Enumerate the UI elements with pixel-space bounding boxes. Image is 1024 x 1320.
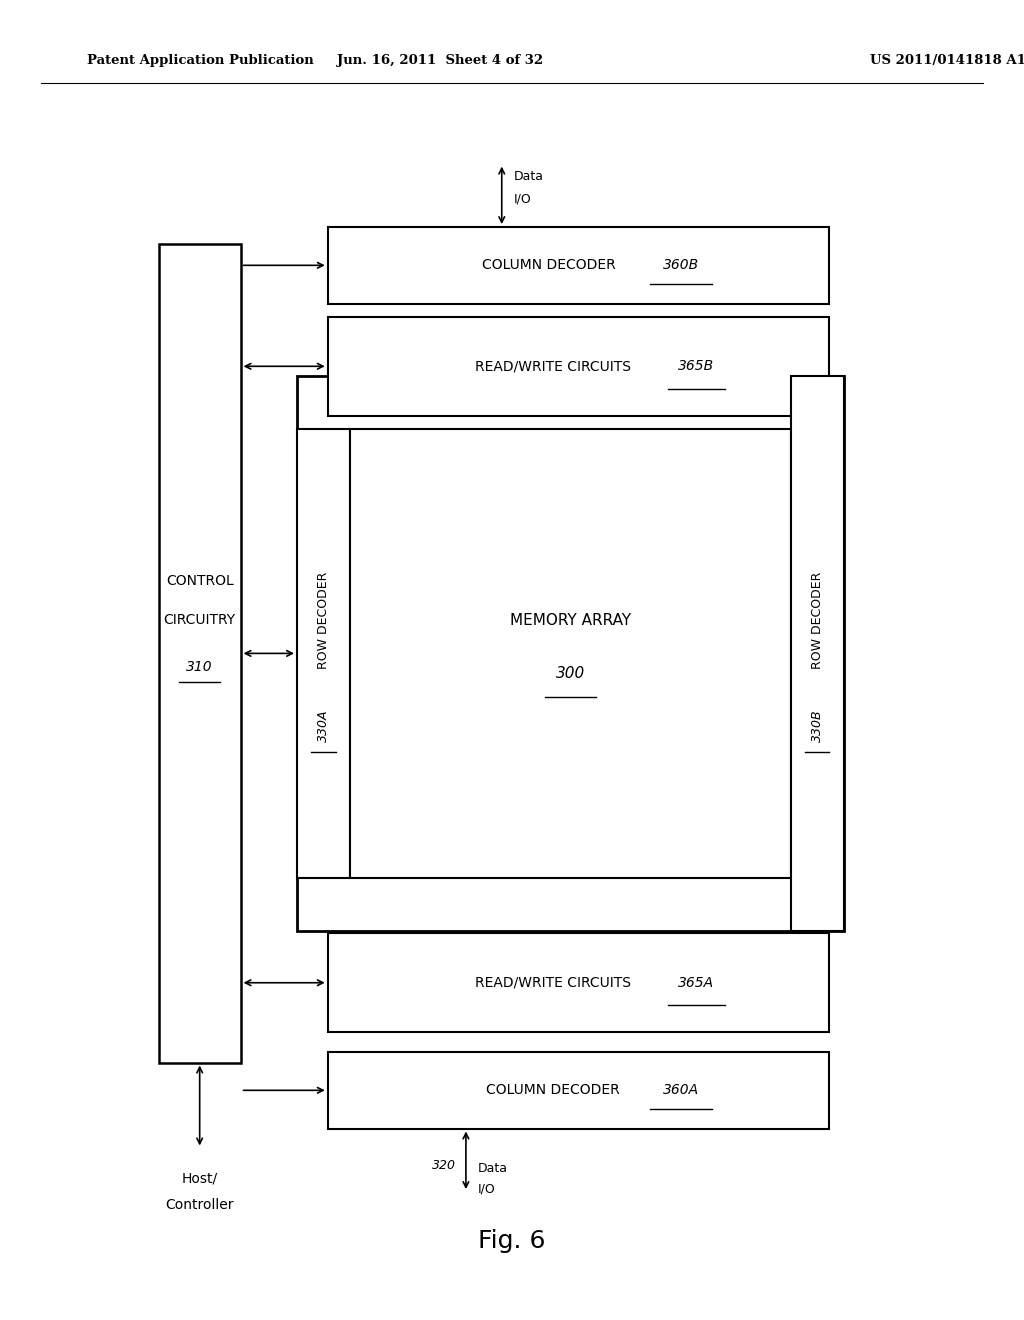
Text: READ/WRITE CIRCUITS: READ/WRITE CIRCUITS [475,359,631,374]
Text: 360A: 360A [663,1084,699,1097]
Text: COLUMN DECODER: COLUMN DECODER [481,259,625,272]
Text: I/O: I/O [514,193,531,206]
Text: Data: Data [514,170,544,183]
Text: READ/WRITE CIRCUITS: READ/WRITE CIRCUITS [475,975,631,990]
Text: Host/: Host/ [181,1172,218,1185]
Text: Patent Application Publication: Patent Application Publication [87,54,313,67]
Bar [297,376,844,931]
Text: 365A: 365A [678,975,715,990]
Text: Fig. 6: Fig. 6 [478,1229,546,1253]
Text: Data: Data [478,1162,508,1175]
Text: 300: 300 [556,665,585,681]
Bar [159,244,241,1063]
Bar [791,376,844,931]
Bar [297,429,350,878]
Text: I/O: I/O [478,1183,496,1196]
Text: MEMORY ARRAY: MEMORY ARRAY [510,612,631,628]
Text: 330A: 330A [317,710,330,742]
Bar [328,227,829,304]
Text: ROW DECODER: ROW DECODER [317,572,330,669]
Text: CIRCUITRY: CIRCUITRY [164,614,236,627]
Bar [328,317,829,416]
Text: 330B: 330B [811,710,823,742]
Text: Jun. 16, 2011  Sheet 4 of 32: Jun. 16, 2011 Sheet 4 of 32 [337,54,544,67]
Text: US 2011/0141818 A1: US 2011/0141818 A1 [870,54,1024,67]
Text: Controller: Controller [166,1199,233,1212]
Text: 365B: 365B [678,359,715,374]
Text: 310: 310 [186,660,213,673]
Text: ROW DECODER: ROW DECODER [811,572,823,669]
Bar [328,933,829,1032]
Text: 360B: 360B [663,259,699,272]
Text: CONTROL: CONTROL [166,574,233,587]
Text: 320: 320 [432,1159,456,1172]
Bar [350,429,791,878]
Bar [328,1052,829,1129]
Text: COLUMN DECODER: COLUMN DECODER [486,1084,620,1097]
